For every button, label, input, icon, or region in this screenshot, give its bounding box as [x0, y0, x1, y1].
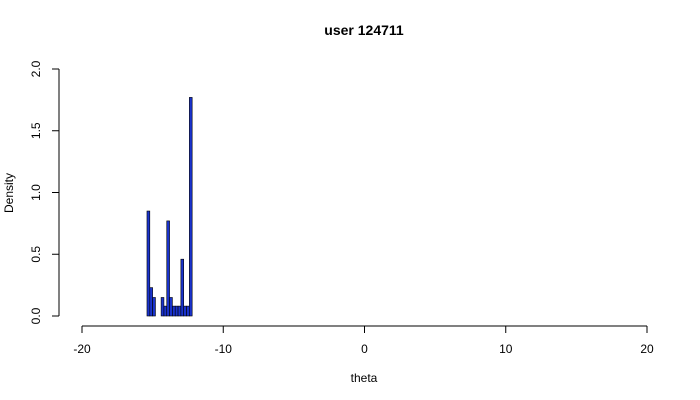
x-tick-label: 20: [640, 342, 654, 356]
histogram-bar: [186, 305, 190, 317]
histogram-bar: [146, 210, 151, 317]
histogram-bar: [160, 297, 165, 317]
histogram-bars: [146, 97, 193, 317]
y-tick-label: 2.0: [29, 60, 43, 77]
x-axis-label: theta: [351, 371, 378, 385]
x-tick-label: 10: [499, 342, 513, 356]
x-tick-label: -20: [73, 342, 91, 356]
x-axis: -20 -10 0 10 20: [73, 325, 654, 356]
histogram-bar: [183, 305, 187, 317]
histogram-bar: [166, 220, 170, 317]
histogram-bar: [149, 287, 153, 317]
chart-title: user 124711: [324, 22, 404, 38]
histogram-bar: [169, 297, 173, 317]
x-tick-label: -10: [215, 342, 233, 356]
y-tick-label: 1.0: [29, 184, 43, 201]
histogram-bar: [172, 305, 176, 317]
histogram-bar: [152, 297, 156, 317]
histogram-bar: [163, 305, 168, 317]
histogram-bar: [174, 305, 179, 317]
histogram-bar: [189, 97, 193, 317]
y-axis: 0.0 0.5 1.0 1.5 2.0: [29, 60, 60, 324]
y-tick-label: 1.5: [29, 122, 43, 139]
y-tick-label: 0.0: [29, 307, 43, 324]
histogram-bar: [177, 305, 182, 317]
y-tick-label: 0.5: [29, 246, 43, 263]
x-tick-label: 0: [361, 342, 368, 356]
histogram-bar: [180, 258, 184, 317]
y-axis-label: Density: [2, 173, 16, 213]
